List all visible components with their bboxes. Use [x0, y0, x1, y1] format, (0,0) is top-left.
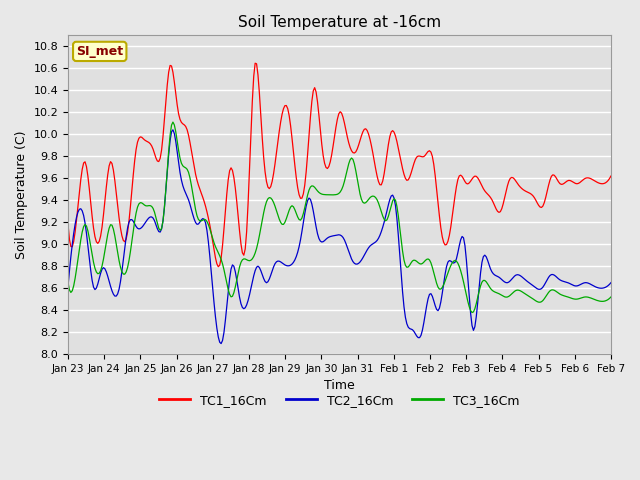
- TC1_16Cm: [214, 264, 222, 270]
- TC3_16Cm: [345, 161, 353, 167]
- TC1_16Cm: [607, 173, 615, 179]
- TC3_16Cm: [468, 310, 476, 315]
- TC2_16Cm: [169, 127, 177, 132]
- Line: TC1_16Cm: TC1_16Cm: [68, 63, 611, 267]
- Line: TC3_16Cm: TC3_16Cm: [68, 122, 611, 312]
- TC1_16Cm: [605, 176, 613, 181]
- TC3_16Cm: [64, 280, 72, 286]
- TC2_16Cm: [535, 287, 543, 292]
- TC1_16Cm: [83, 164, 90, 169]
- TC1_16Cm: [252, 60, 259, 66]
- TC3_16Cm: [607, 294, 615, 300]
- TC3_16Cm: [169, 119, 177, 125]
- TC2_16Cm: [346, 252, 354, 258]
- TC2_16Cm: [217, 341, 225, 347]
- X-axis label: Time: Time: [324, 379, 355, 393]
- Line: TC2_16Cm: TC2_16Cm: [68, 130, 611, 344]
- TC2_16Cm: [100, 265, 108, 271]
- TC2_16Cm: [605, 281, 613, 287]
- Text: SI_met: SI_met: [76, 45, 124, 58]
- TC3_16Cm: [535, 299, 543, 305]
- Legend: TC1_16Cm, TC2_16Cm, TC3_16Cm: TC1_16Cm, TC2_16Cm, TC3_16Cm: [154, 389, 525, 412]
- Title: Soil Temperature at -16cm: Soil Temperature at -16cm: [238, 15, 441, 30]
- TC1_16Cm: [64, 222, 72, 228]
- TC1_16Cm: [454, 177, 461, 182]
- TC2_16Cm: [83, 230, 90, 236]
- Y-axis label: Soil Temperature (C): Soil Temperature (C): [15, 131, 28, 259]
- TC1_16Cm: [100, 212, 108, 218]
- TC3_16Cm: [100, 256, 108, 262]
- TC2_16Cm: [64, 283, 72, 289]
- TC3_16Cm: [83, 223, 90, 229]
- TC3_16Cm: [452, 258, 460, 264]
- TC1_16Cm: [535, 203, 543, 208]
- TC1_16Cm: [346, 144, 354, 150]
- TC2_16Cm: [454, 250, 461, 255]
- TC3_16Cm: [605, 296, 613, 301]
- TC2_16Cm: [607, 280, 615, 286]
